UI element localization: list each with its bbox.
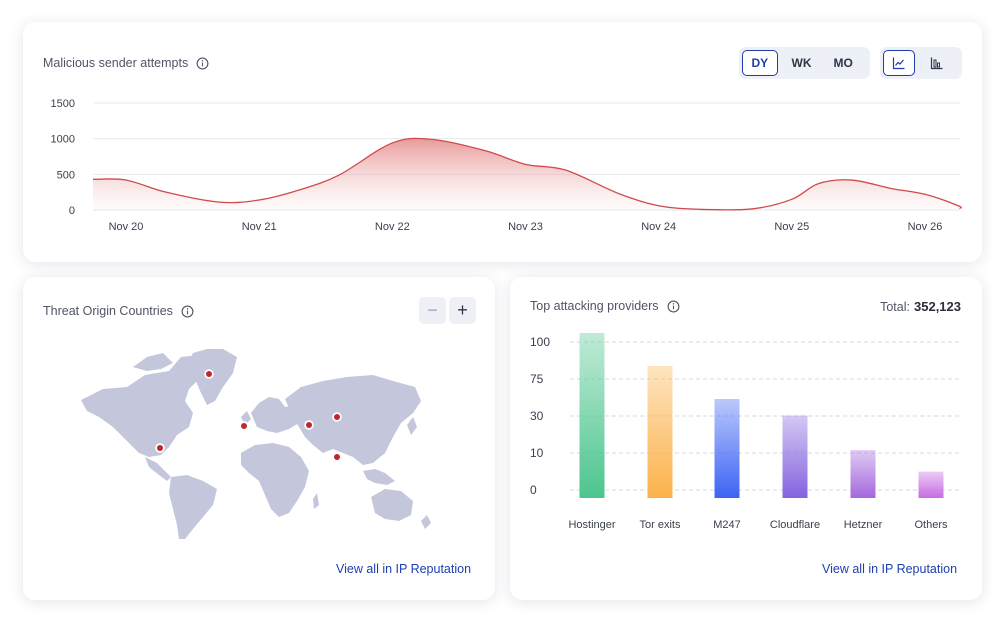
south-america-shape — [169, 475, 217, 539]
threat-marker[interactable] — [157, 445, 163, 451]
bar-hetzner[interactable] — [850, 450, 876, 498]
japan-shape — [407, 417, 417, 435]
ip-reputation-link-providers[interactable]: View all in IP Reputation — [822, 562, 958, 576]
period-toggle: DY WK MO — [739, 47, 870, 79]
y-tick-label: 1000 — [51, 134, 75, 146]
x-tick-label: Hetzner — [844, 519, 883, 531]
y-tick-label: 10 — [530, 446, 544, 460]
new-zealand-shape — [421, 515, 431, 529]
x-tick-label: M247 — [713, 519, 741, 531]
attempts-line — [92, 137, 962, 211]
threat-marker[interactable] — [334, 414, 340, 420]
africa-shape — [241, 443, 309, 517]
ip-reputation-link-map[interactable]: View all in IP Reputation — [336, 562, 472, 576]
southeast-asia-islands-shape — [363, 469, 395, 485]
info-icon[interactable] — [667, 300, 680, 313]
line-chart-button[interactable] — [883, 50, 916, 76]
y-tick-label: 500 — [57, 169, 75, 181]
x-tick-label: Nov 22 — [375, 221, 410, 233]
y-tick-label: 1500 — [51, 98, 75, 110]
y-tick-label: 0 — [69, 205, 75, 217]
chart-type-toggle — [880, 47, 962, 79]
malicious-sender-title-row: Malicious sender attempts — [43, 56, 209, 70]
x-tick-label: Nov 26 — [908, 221, 943, 233]
x-tick-label: Nov 25 — [774, 221, 809, 233]
info-icon[interactable] — [196, 57, 209, 70]
arctic-islands-shape — [133, 353, 173, 371]
top-providers-title-row: Top attacking providers — [530, 299, 680, 313]
x-tick-label: Nov 23 — [508, 221, 543, 233]
attempts-area-chart: 1500 1000 500 0 Nov 20 Nov 21 Nov 22 Nov 23 Nov… — [51, 98, 962, 233]
total-value: 352,123 — [914, 299, 961, 314]
x-tick-label: Nov 21 — [242, 221, 277, 233]
bar-tor-exits[interactable] — [647, 366, 673, 498]
bar-hostinger[interactable] — [579, 333, 605, 498]
x-tick-label: Tor exits — [640, 519, 681, 531]
bar-chart-icon — [930, 57, 943, 70]
y-tick-label: 30 — [530, 409, 544, 423]
zoom-in-button[interactable]: + — [449, 297, 476, 324]
line-chart-icon — [892, 57, 905, 70]
north-america-shape — [81, 355, 209, 457]
period-week-button[interactable]: WK — [791, 56, 812, 70]
threat-marker[interactable] — [306, 422, 312, 428]
central-america-shape — [145, 457, 171, 481]
attempts-area-fill — [93, 138, 962, 210]
threat-marker[interactable] — [206, 371, 212, 377]
y-tick-label: 75 — [530, 372, 544, 386]
world-map[interactable] — [23, 277, 495, 600]
period-day-button[interactable]: DY — [742, 50, 778, 76]
bar-m247[interactable] — [714, 399, 740, 498]
x-tick-label: Hostinger — [568, 519, 615, 531]
bar-others[interactable] — [918, 471, 944, 498]
y-tick-label: 100 — [530, 335, 550, 349]
threat-marker[interactable] — [334, 454, 340, 460]
total-count: Total: 352,123 — [880, 299, 961, 314]
x-tick-label: Others — [914, 519, 948, 531]
threat-marker[interactable] — [241, 423, 247, 429]
x-tick-label: Cloudflare — [770, 519, 820, 531]
malicious-sender-title: Malicious sender attempts — [43, 56, 189, 70]
threat-origin-card: Threat Origin Countries − + — [23, 277, 495, 600]
zoom-out-button[interactable]: − — [419, 297, 446, 324]
period-month-button[interactable]: MO — [833, 56, 853, 70]
x-tick-label: Nov 20 — [109, 221, 144, 233]
madagascar-shape — [313, 493, 319, 509]
threat-origin-title-row: Threat Origin Countries — [43, 304, 194, 318]
total-label: Total: — [880, 300, 910, 314]
threat-origin-title: Threat Origin Countries — [43, 304, 173, 318]
top-providers-card: Top attacking providers Total: 352,123 10… — [510, 277, 982, 600]
x-tick-label: Nov 24 — [641, 221, 676, 233]
bar-cloudflare[interactable] — [782, 415, 808, 499]
info-icon[interactable] — [181, 305, 194, 318]
bar-chart-button[interactable] — [921, 50, 953, 76]
asia-shape — [285, 375, 421, 465]
australia-shape — [371, 489, 413, 521]
y-tick-label: 0 — [530, 483, 537, 497]
malicious-sender-card: Malicious sender attempts DY WK MO 1500 1… — [23, 22, 982, 262]
top-providers-title: Top attacking providers — [530, 299, 659, 313]
